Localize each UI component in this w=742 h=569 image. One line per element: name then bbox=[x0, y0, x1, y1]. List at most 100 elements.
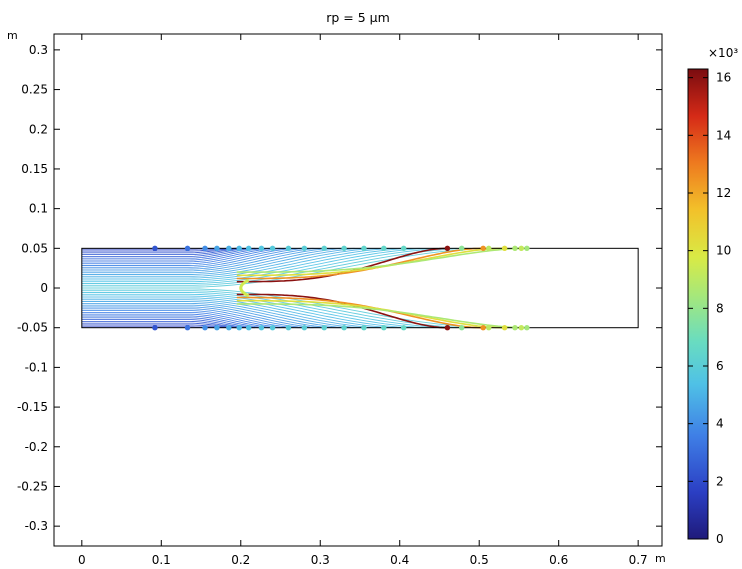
particle-endpoint bbox=[202, 325, 208, 331]
trajectory-line-highlight bbox=[236, 303, 527, 329]
particle-endpoint bbox=[321, 245, 327, 252]
colorbar: ×10³ 0 2 4 6 8 10 12 14 16 bbox=[687, 46, 738, 546]
colorbar-tick-label: 14 bbox=[716, 128, 731, 142]
particle-trajectories bbox=[81, 247, 527, 329]
x-tick-label: 0.7 bbox=[629, 553, 648, 567]
colorbar-exponent: ×10³ bbox=[708, 46, 738, 60]
particle-endpoint bbox=[214, 245, 220, 252]
particle-endpoint bbox=[518, 245, 525, 252]
particle-endpoints bbox=[152, 245, 530, 331]
particle-endpoint bbox=[518, 325, 525, 331]
x-tick-label: 0.5 bbox=[470, 553, 489, 567]
particle-endpoint bbox=[444, 325, 451, 331]
particle-endpoint bbox=[524, 245, 530, 252]
y-axis-unit: m bbox=[7, 29, 18, 42]
trajectory-line bbox=[81, 299, 386, 329]
trajectory-line bbox=[81, 247, 341, 272]
particle-endpoint bbox=[236, 245, 242, 252]
trajectory-line bbox=[81, 247, 240, 252]
trajectory-line bbox=[81, 247, 327, 270]
trajectory-line bbox=[81, 297, 403, 329]
y-tick-label: 0.05 bbox=[21, 241, 48, 255]
y-tick-label: -0.1 bbox=[25, 360, 48, 374]
trajectory-line bbox=[81, 290, 477, 329]
x-tick-label: 0.3 bbox=[311, 553, 330, 567]
trajectory-line-highlight bbox=[236, 296, 484, 329]
particle-endpoint bbox=[361, 245, 367, 252]
trajectory-line bbox=[81, 247, 263, 259]
particle-endpoint bbox=[501, 325, 508, 331]
trajectory-line bbox=[81, 247, 420, 281]
particle-endpoint bbox=[246, 325, 252, 331]
x-tick-label: 0.2 bbox=[231, 553, 250, 567]
trajectory-line bbox=[81, 306, 327, 329]
y-tick-label: 0.25 bbox=[21, 83, 48, 97]
trajectory-line bbox=[81, 247, 370, 275]
particle-endpoint bbox=[459, 245, 465, 252]
particle-endpoint bbox=[258, 325, 265, 331]
particle-endpoint bbox=[480, 325, 486, 331]
particle-endpoint bbox=[152, 325, 158, 331]
y-tick-label: -0.05 bbox=[17, 321, 48, 335]
y-tick-label: -0.2 bbox=[25, 440, 48, 454]
colorbar-gradient bbox=[687, 68, 709, 540]
particle-endpoint bbox=[512, 245, 518, 252]
obstacle-tip bbox=[239, 278, 250, 298]
y-tick-label: -0.25 bbox=[17, 479, 48, 493]
x-tick-label: 0.1 bbox=[152, 553, 171, 567]
particle-endpoint bbox=[444, 245, 451, 252]
x-axis-unit: m bbox=[655, 552, 666, 565]
x-axis: 0 0.1 0.2 0.3 0.4 0.5 0.6 0.7 bbox=[78, 34, 648, 567]
colorbar-tick-label: 8 bbox=[716, 301, 724, 315]
particle-endpoint bbox=[321, 325, 327, 331]
plot-frame bbox=[53, 33, 663, 547]
particle-endpoint bbox=[246, 245, 252, 252]
y-tick-label: 0.3 bbox=[29, 43, 48, 57]
y-tick-label: 0.15 bbox=[21, 162, 48, 176]
y-tick-label: 0.2 bbox=[29, 122, 48, 136]
trajectory-line-highlight bbox=[236, 247, 484, 280]
particle-endpoint bbox=[486, 325, 492, 331]
trajectory-line bbox=[81, 302, 355, 329]
y-tick-label: -0.3 bbox=[25, 519, 48, 533]
trajectory-line bbox=[81, 295, 420, 329]
particle-endpoint bbox=[381, 245, 387, 252]
particle-endpoint bbox=[202, 245, 208, 252]
colorbar-tick-label: 6 bbox=[716, 359, 724, 373]
particle-endpoint bbox=[486, 245, 492, 252]
trajectory-line bbox=[81, 301, 370, 329]
trajectory-line bbox=[81, 247, 281, 263]
colorbar-tick-label: 4 bbox=[716, 417, 724, 431]
colorbar-tick-label: 12 bbox=[716, 186, 731, 200]
trajectory-line bbox=[81, 247, 271, 261]
colorbar-tick-label: 0 bbox=[716, 532, 724, 546]
x-tick-label: 0.4 bbox=[390, 553, 409, 567]
channel-boundary bbox=[81, 247, 639, 329]
particle-endpoint bbox=[501, 245, 508, 252]
trajectory-line bbox=[81, 308, 314, 329]
y-axis: 0.3 0.25 0.2 0.15 0.1 0.05 0 -0.05 -0.1 -0.15 -0.2… bbox=[17, 43, 662, 533]
colorbar-tick-label: 10 bbox=[716, 244, 731, 258]
particle-endpoint bbox=[269, 245, 276, 252]
particle-endpoint bbox=[400, 245, 407, 252]
trajectory-line bbox=[81, 247, 249, 256]
particle-endpoint bbox=[236, 325, 242, 331]
particle-endpoint bbox=[301, 245, 308, 252]
trajectory-line bbox=[81, 319, 255, 329]
particle-endpoint bbox=[226, 245, 232, 252]
y-tick-label: -0.15 bbox=[17, 400, 48, 414]
trajectory-line bbox=[81, 247, 386, 277]
chart-title: rp = 5 µm bbox=[326, 10, 390, 25]
particle-endpoint bbox=[459, 325, 465, 331]
trajectory-line bbox=[81, 304, 341, 329]
trajectory-line bbox=[81, 326, 238, 329]
particle-endpoint bbox=[184, 325, 191, 331]
particle-endpoint bbox=[480, 245, 486, 252]
trajectory-line bbox=[81, 313, 281, 329]
trajectory-line bbox=[81, 324, 240, 329]
particle-endpoint bbox=[226, 325, 232, 331]
particle-endpoint bbox=[258, 245, 265, 252]
trajectory-line bbox=[81, 247, 291, 265]
trajectory-line bbox=[81, 311, 291, 329]
